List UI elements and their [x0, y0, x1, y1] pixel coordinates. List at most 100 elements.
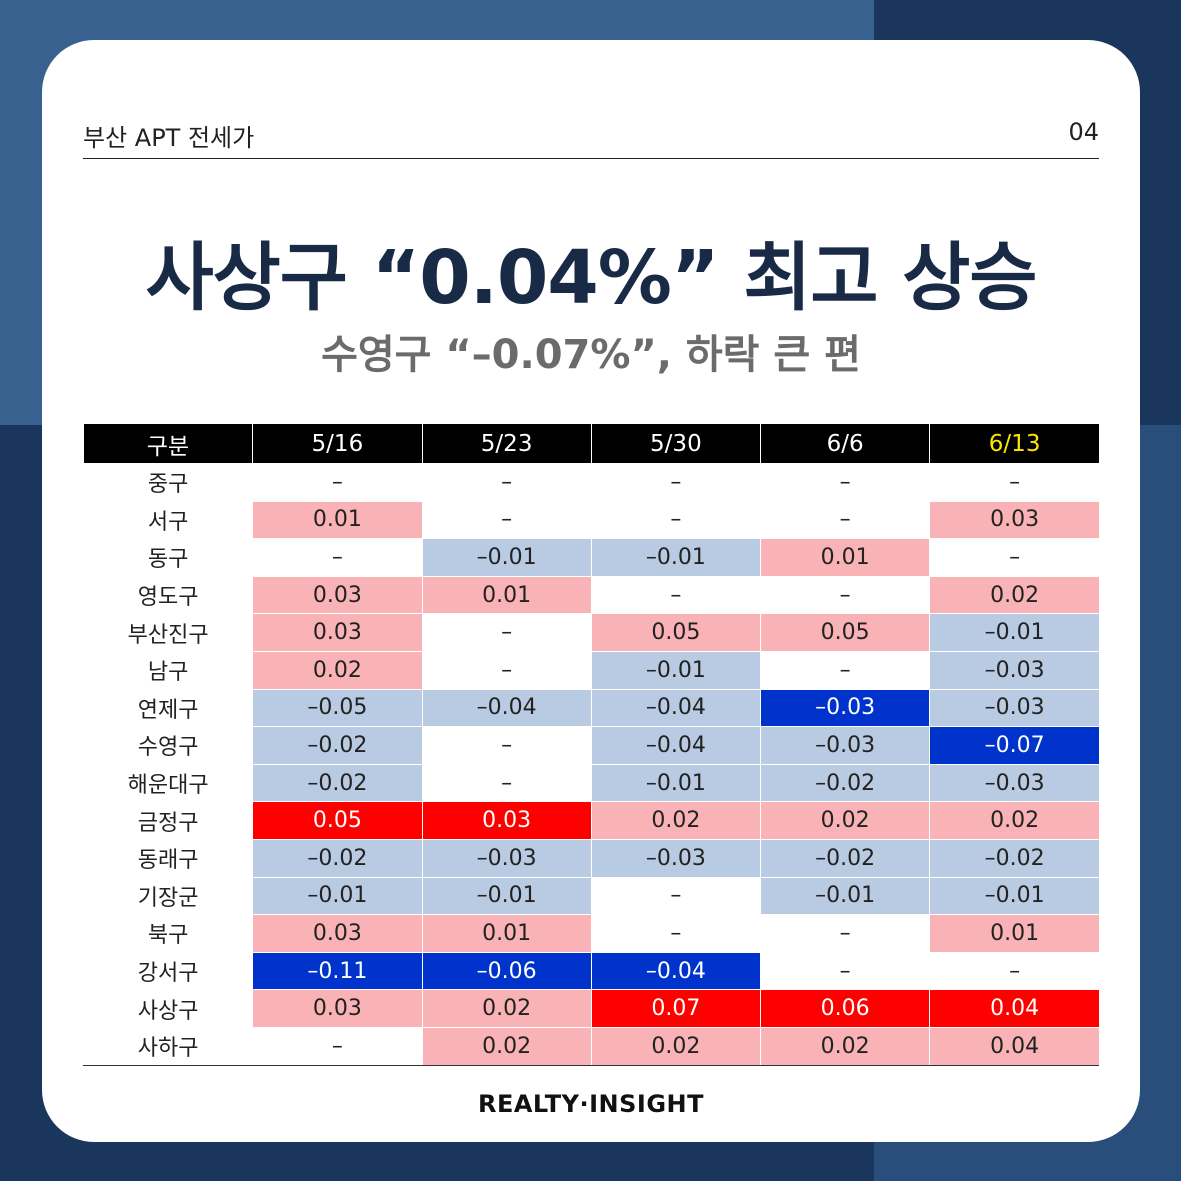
rate-cell: –0.03 — [759, 726, 930, 765]
page-number: 04 — [1068, 118, 1099, 146]
column-header-date: 6/6 — [759, 424, 930, 464]
rate-cell: –0.01 — [590, 538, 761, 577]
rate-cell: 0.02 — [421, 1026, 592, 1066]
rate-cell: – — [252, 538, 422, 577]
rate-cell: –0.02 — [759, 763, 930, 802]
rate-cell: –0.03 — [929, 650, 1099, 690]
rate-cell: –0.11 — [252, 951, 422, 990]
column-header-label: 구분 — [83, 424, 253, 464]
table-body: 중구 – – – – – 서구 0.01– – –0.03 동구 – –0.01 –0.01 0.01– 영도… — [82, 463, 1099, 1066]
rate-cell: –0.02 — [252, 763, 422, 802]
rate-cell: –0.01 — [252, 876, 422, 915]
column-header-date: 6/13 — [929, 424, 1099, 464]
rate-cell: – — [929, 463, 1099, 502]
rate-cell: 0.02 — [590, 801, 761, 840]
rate-cell: – — [421, 500, 592, 539]
rate-cell: –0.02 — [929, 838, 1099, 878]
rate-cell: 0.06 — [759, 989, 930, 1028]
table-row: 강서구 –0.11 –0.06 –0.04– – — [82, 951, 1099, 990]
district-label: 기장군 — [82, 876, 253, 915]
rate-cell: –0.03 — [759, 688, 930, 727]
rate-cell: 0.05 — [759, 613, 930, 652]
rate-cell: – — [252, 463, 422, 502]
district-label: 남구 — [82, 650, 253, 690]
rate-cell: 0.04 — [929, 1026, 1099, 1066]
rate-cell: –0.01 — [590, 650, 761, 690]
rate-cell: – — [590, 463, 761, 502]
rate-cell: 0.03 — [252, 914, 422, 953]
rate-cell: –0.01 — [759, 876, 930, 915]
rate-cell: –0.02 — [252, 726, 422, 765]
rate-cell: –0.04 — [590, 951, 761, 990]
rate-cell: –0.01 — [421, 538, 592, 577]
rate-cell: 0.03 — [252, 989, 422, 1028]
rate-cell: –0.03 — [929, 763, 1099, 802]
brand-footer: REALTY·INSIGHT — [477, 1090, 705, 1118]
district-label: 수영구 — [82, 726, 253, 765]
rate-cell: 0.02 — [421, 989, 592, 1028]
rate-cell: 0.02 — [252, 650, 422, 690]
table-row: 금정구 0.05 0.03 0.02 0.02 0.02 — [82, 801, 1099, 840]
rate-cell: 0.01 — [252, 500, 422, 539]
district-label: 서구 — [82, 500, 253, 539]
rate-cell: –0.01 — [929, 876, 1099, 915]
rate-cell: – — [759, 500, 930, 539]
rate-cell: –0.04 — [421, 688, 592, 727]
table-row: 사상구 0.03 0.02 0.07 0.06 0.04 — [82, 989, 1099, 1028]
rate-cell: 0.02 — [759, 801, 930, 840]
rate-table: 구분 5/16 5/23 5/30 6/6 6/13 중구 – – – – – 서구 0.01– – –0.… — [82, 424, 1099, 1066]
column-header-date: 5/30 — [590, 424, 761, 464]
header-topic: 부산 APT 전세가 — [83, 124, 255, 152]
district-label: 사상구 — [82, 989, 253, 1028]
table-row: 기장군 –0.01 –0.01– –0.01 –0.01 — [82, 876, 1099, 915]
table-row: 남구 0.02– –0.01– –0.03 — [82, 650, 1099, 690]
rate-cell: –0.03 — [929, 688, 1099, 727]
table-row: 중구 – – – – – — [82, 463, 1099, 502]
rate-cell: –0.06 — [421, 951, 592, 990]
rate-table-container: 구분 5/16 5/23 5/30 6/6 6/13 중구 – – – – – 서구 0.01– – –0.… — [82, 424, 1099, 1066]
rate-cell: – — [929, 538, 1099, 577]
table-row: 사하구 –0.02 0.02 0.02 0.04 — [82, 1026, 1099, 1066]
content-card: 부산 APT 전세가 04 사상구 “0.04%” 최고 상승 수영구 “–0.… — [42, 40, 1140, 1142]
rate-cell: – — [421, 650, 592, 690]
rate-cell: – — [590, 575, 761, 614]
district-label: 북구 — [82, 914, 253, 953]
district-label: 금정구 — [82, 801, 253, 840]
rate-cell: – — [421, 463, 592, 502]
rate-cell: – — [421, 763, 592, 802]
rate-cell: 0.04 — [929, 989, 1099, 1028]
rate-cell: –0.01 — [590, 763, 761, 802]
table-row: 서구 0.01– – –0.03 — [82, 500, 1099, 539]
rate-cell: – — [759, 650, 930, 690]
district-label: 동래구 — [82, 838, 253, 878]
rate-cell: 0.01 — [421, 914, 592, 953]
rate-cell: 0.02 — [590, 1026, 761, 1066]
table-row: 동래구 –0.02 –0.03 –0.03 –0.02 –0.02 — [82, 838, 1099, 878]
rate-cell: –0.02 — [759, 838, 930, 878]
rate-cell: –0.04 — [590, 726, 761, 765]
rate-cell: 0.01 — [759, 538, 930, 577]
table-row: 영도구 0.03 0.01– –0.02 — [82, 575, 1099, 614]
rate-cell: 0.02 — [929, 801, 1099, 840]
rate-cell: – — [590, 500, 761, 539]
column-header-date: 5/16 — [252, 424, 422, 464]
rate-cell: – — [252, 1026, 422, 1066]
rate-cell: 0.07 — [590, 989, 761, 1028]
rate-cell: 0.03 — [929, 500, 1099, 539]
rate-cell: 0.03 — [252, 613, 422, 652]
rate-cell: 0.02 — [929, 575, 1099, 614]
rate-cell: – — [759, 914, 930, 953]
rate-cell: – — [759, 463, 930, 502]
district-label: 부산진구 — [82, 613, 253, 652]
rate-cell: – — [590, 876, 761, 915]
rate-cell: 0.03 — [252, 575, 422, 614]
district-label: 사하구 — [82, 1026, 253, 1066]
rate-cell: 0.02 — [759, 1026, 930, 1066]
rate-cell: 0.05 — [252, 801, 422, 840]
rate-cell: – — [759, 951, 930, 990]
page-header: 부산 APT 전세가 04 — [83, 118, 1099, 159]
district-label: 중구 — [82, 463, 253, 502]
table-row: 연제구 –0.05 –0.04 –0.04 –0.03 –0.03 — [82, 688, 1099, 727]
rate-cell: –0.03 — [421, 838, 592, 878]
table-header-row: 구분 5/16 5/23 5/30 6/6 6/13 — [83, 424, 1099, 464]
